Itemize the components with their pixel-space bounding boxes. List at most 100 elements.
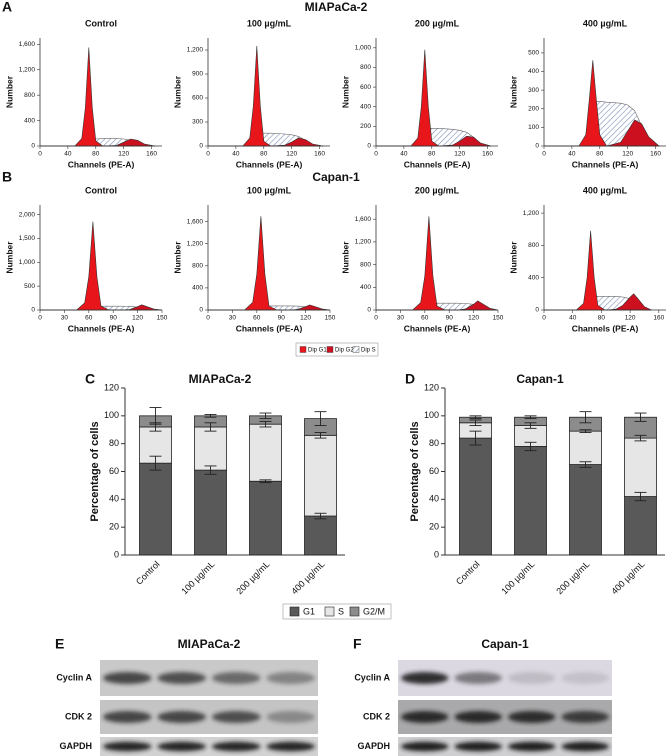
panel-label: B <box>2 169 12 185</box>
legend-label: G1 <box>303 606 315 616</box>
bar-segment <box>624 437 657 497</box>
blot-band <box>454 711 503 723</box>
blot-band <box>103 672 152 684</box>
bar-segment <box>249 480 282 556</box>
chart-title: MIAPaCa-2 <box>189 372 252 386</box>
x-tick-label: 120 <box>622 151 633 158</box>
x-axis-label: Channels (PE-A) <box>68 323 135 333</box>
x-tick-label: 150 <box>325 315 336 322</box>
y-tick-label: 800 <box>360 261 371 268</box>
x-tick-label: 160 <box>653 315 664 322</box>
legend-swatch <box>299 346 307 353</box>
y-axis-label: Number <box>4 241 14 274</box>
y-tick-label: 0 <box>535 307 539 314</box>
x-tick-label: 120 <box>300 315 311 322</box>
chart-title: 200 µg/mL <box>415 185 460 195</box>
error-bar <box>259 412 272 420</box>
bar-segment <box>304 434 337 517</box>
error-bar <box>579 461 592 468</box>
row-title: MIAPaCa-2 <box>305 0 368 14</box>
x-tick-label: 80 <box>260 151 268 158</box>
error-bar <box>579 411 592 424</box>
blot-band <box>400 672 449 684</box>
blot-band <box>157 741 206 752</box>
x-tick-label: 120 <box>625 315 636 322</box>
x-tick-label: 60 <box>85 315 93 322</box>
y-axis-label: Percentage of cells <box>89 421 101 521</box>
error-bar <box>259 479 272 484</box>
x-tick-label: 120 <box>454 151 465 158</box>
row-title: Capan-1 <box>312 170 360 184</box>
blot-band <box>400 741 449 752</box>
x-tick-label: 60 <box>253 315 261 322</box>
x-tick-label: 400 µg/mL <box>289 559 326 596</box>
blot-row-label: Cyclin A <box>354 672 390 682</box>
error-bar <box>469 415 482 420</box>
x-tick-label: 0 <box>206 151 210 158</box>
chart-title: Capan-1 <box>516 372 564 386</box>
y-tick-label: 100 <box>528 124 539 131</box>
legend-swatch <box>349 606 360 617</box>
x-axis-label: Channels (PE-A) <box>404 159 471 169</box>
error-bar <box>149 407 162 425</box>
legend-label: Dip G1 <box>308 348 327 354</box>
x-tick-label: 120 <box>132 315 143 322</box>
blot-title: MIAPaCa-2 <box>178 637 241 651</box>
histogram-area <box>40 221 162 311</box>
y-tick-label: 200 <box>528 105 539 112</box>
x-axis-label: Channels (PE-A) <box>68 159 135 169</box>
x-tick-label: 120 <box>118 151 129 158</box>
error-bar <box>524 415 537 420</box>
blot-band <box>454 741 503 752</box>
error-bar <box>469 430 482 446</box>
x-tick-label: 100 µg/mL <box>499 559 536 596</box>
error-bar <box>524 441 537 452</box>
y-tick-label: 800 <box>192 263 203 270</box>
chart-title: 400 µg/mL <box>583 18 628 28</box>
x-tick-label: 160 <box>482 151 493 158</box>
bar-segment <box>194 426 227 471</box>
y-tick-label: 60 <box>109 466 119 476</box>
y-tick-label: 0 <box>199 307 203 314</box>
legend-swatch <box>289 606 300 617</box>
y-tick-label: 800 <box>24 92 35 99</box>
chart-title: 400 µg/mL <box>583 185 628 195</box>
y-tick-label: 1,500 <box>19 235 36 242</box>
x-axis-label: Channels (PE-A) <box>572 323 639 333</box>
x-tick-label: 40 <box>232 151 240 158</box>
blot-row-label: CDK 2 <box>65 711 92 721</box>
y-tick-label: 0 <box>31 307 35 314</box>
x-axis-label: Channels (PE-A) <box>572 159 639 169</box>
error-bar <box>469 419 482 427</box>
y-tick-label: 1,200 <box>19 66 36 73</box>
y-tick-label: 1,600 <box>355 216 372 223</box>
x-tick-label: 160 <box>650 151 661 158</box>
chart-title: Control <box>85 18 117 28</box>
x-tick-label: 30 <box>61 315 69 322</box>
x-tick-label: 30 <box>397 315 405 322</box>
x-tick-label: 80 <box>428 151 436 158</box>
blot-band <box>157 672 206 684</box>
x-tick-label: 150 <box>493 315 504 322</box>
blot-background <box>100 737 318 756</box>
panel-label: D <box>405 371 415 387</box>
blot-band <box>507 741 556 752</box>
y-tick-label: 1,000 <box>355 45 372 52</box>
y-tick-label: 20 <box>109 522 119 532</box>
bar-segment <box>194 469 227 556</box>
bar-legend-box <box>282 603 392 620</box>
x-tick-label: 90 <box>278 315 286 322</box>
blot-band <box>103 711 152 723</box>
x-tick-label: 0 <box>374 151 378 158</box>
y-tick-label: 80 <box>109 438 119 448</box>
y-axis-label: Number <box>508 241 518 274</box>
blot-band <box>103 741 152 752</box>
y-tick-label: 0 <box>434 549 439 559</box>
legend-label: S <box>338 606 344 616</box>
y-tick-label: 600 <box>192 95 203 102</box>
y-tick-label: 1,200 <box>355 239 372 246</box>
blot-band <box>400 711 449 723</box>
blot-band <box>212 741 261 752</box>
panel-label: F <box>353 636 362 652</box>
